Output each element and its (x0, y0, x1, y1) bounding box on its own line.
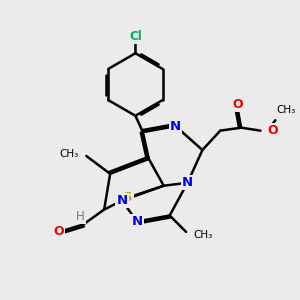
Text: O: O (233, 98, 243, 111)
Text: N: N (170, 120, 181, 133)
Text: N: N (182, 176, 193, 189)
Text: S: S (123, 191, 133, 204)
Text: H: H (76, 210, 85, 223)
Text: O: O (53, 225, 64, 239)
Text: N: N (131, 215, 142, 228)
Text: CH₃: CH₃ (277, 105, 296, 115)
Text: N: N (116, 194, 128, 207)
Text: Cl: Cl (129, 30, 142, 44)
Text: CH₃: CH₃ (60, 149, 79, 160)
Text: CH₃: CH₃ (194, 230, 213, 240)
Text: O: O (267, 124, 278, 137)
